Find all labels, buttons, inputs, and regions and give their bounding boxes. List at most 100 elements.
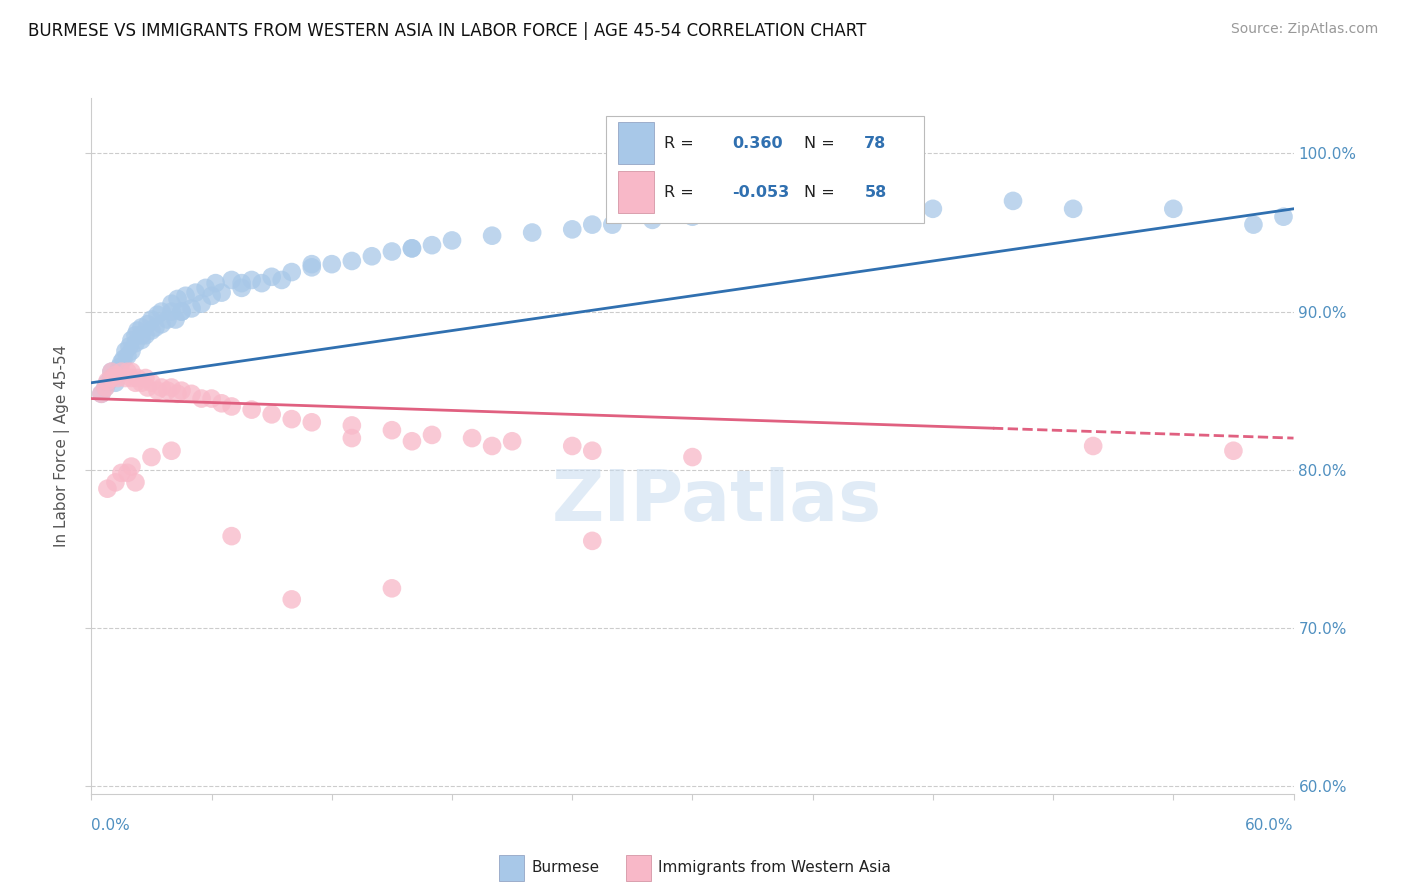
Point: [160, 296, 183, 310]
Point: [481, 439, 503, 453]
Point: [602, 218, 624, 232]
Point: [301, 415, 323, 429]
Text: 0.0%: 0.0%: [91, 818, 131, 832]
Point: [90, 387, 112, 401]
Point: [121, 459, 143, 474]
Point: [141, 376, 163, 390]
Point: [461, 431, 484, 445]
Point: [681, 450, 703, 464]
Point: [127, 324, 149, 338]
Point: [94, 380, 117, 394]
Text: R =: R =: [664, 185, 693, 200]
Point: [194, 281, 217, 295]
Point: [165, 312, 187, 326]
Point: [321, 257, 343, 271]
Point: [231, 281, 253, 295]
Point: [340, 418, 363, 433]
Text: 0.360: 0.360: [733, 136, 783, 151]
Point: [401, 241, 423, 255]
Point: [1163, 202, 1185, 216]
Point: [110, 355, 132, 369]
Point: [221, 273, 243, 287]
Point: [522, 226, 544, 240]
Point: [561, 439, 583, 453]
Text: Immigrants from Western Asia: Immigrants from Western Asia: [658, 861, 891, 875]
Point: [156, 384, 179, 398]
Text: Burmese: Burmese: [531, 861, 599, 875]
Point: [121, 371, 143, 385]
Y-axis label: In Labor Force | Age 45-54: In Labor Force | Age 45-54: [53, 345, 70, 547]
Point: [260, 269, 283, 284]
Point: [134, 328, 156, 343]
Text: -0.053: -0.053: [733, 185, 789, 200]
Point: [110, 365, 132, 379]
Point: [117, 365, 139, 379]
Point: [145, 320, 167, 334]
Text: BURMESE VS IMMIGRANTS FROM WESTERN ASIA IN LABOR FORCE | AGE 45-54 CORRELATION C: BURMESE VS IMMIGRANTS FROM WESTERN ASIA …: [28, 22, 866, 40]
Point: [1272, 210, 1295, 224]
Point: [281, 592, 304, 607]
Point: [124, 328, 146, 343]
Point: [641, 212, 664, 227]
Point: [170, 304, 193, 318]
Point: [190, 392, 212, 406]
Point: [131, 328, 153, 343]
Text: 78: 78: [865, 136, 887, 151]
Point: [94, 380, 117, 394]
Point: [136, 380, 159, 394]
Point: [112, 351, 135, 366]
Point: [381, 244, 404, 259]
Point: [340, 254, 363, 268]
Point: [100, 365, 122, 379]
Text: R =: R =: [664, 136, 693, 151]
Text: Source: ZipAtlas.com: Source: ZipAtlas.com: [1230, 22, 1378, 37]
Point: [170, 304, 193, 318]
Point: [281, 265, 304, 279]
Point: [141, 312, 163, 326]
Point: [201, 392, 224, 406]
Point: [381, 423, 404, 437]
Point: [420, 238, 443, 252]
Point: [260, 408, 283, 422]
Point: [501, 434, 523, 449]
Point: [360, 249, 382, 263]
Point: [581, 443, 603, 458]
Point: [124, 376, 146, 390]
Point: [117, 466, 139, 480]
Point: [211, 396, 233, 410]
Point: [108, 359, 131, 374]
Point: [131, 333, 153, 347]
Point: [301, 260, 323, 275]
Point: [136, 317, 159, 331]
Point: [114, 371, 136, 385]
Point: [166, 387, 188, 401]
Point: [160, 304, 183, 318]
Point: [180, 387, 202, 401]
Point: [104, 376, 127, 390]
Bar: [617, 171, 654, 213]
Point: [440, 234, 463, 248]
Point: [170, 384, 193, 398]
Point: [301, 257, 323, 271]
Point: [401, 434, 423, 449]
Point: [250, 276, 273, 290]
Point: [561, 222, 583, 236]
Bar: [617, 122, 654, 164]
Point: [118, 339, 141, 353]
Point: [231, 276, 253, 290]
Point: [104, 475, 127, 490]
Point: [134, 371, 156, 385]
Point: [124, 475, 146, 490]
Point: [211, 285, 233, 300]
Point: [150, 380, 173, 394]
Point: [204, 276, 226, 290]
Point: [124, 336, 146, 351]
Point: [221, 529, 243, 543]
Point: [160, 380, 183, 394]
Point: [174, 289, 197, 303]
Point: [581, 533, 603, 548]
Point: [190, 296, 212, 310]
Point: [96, 482, 118, 496]
Point: [221, 400, 243, 414]
Point: [117, 349, 139, 363]
